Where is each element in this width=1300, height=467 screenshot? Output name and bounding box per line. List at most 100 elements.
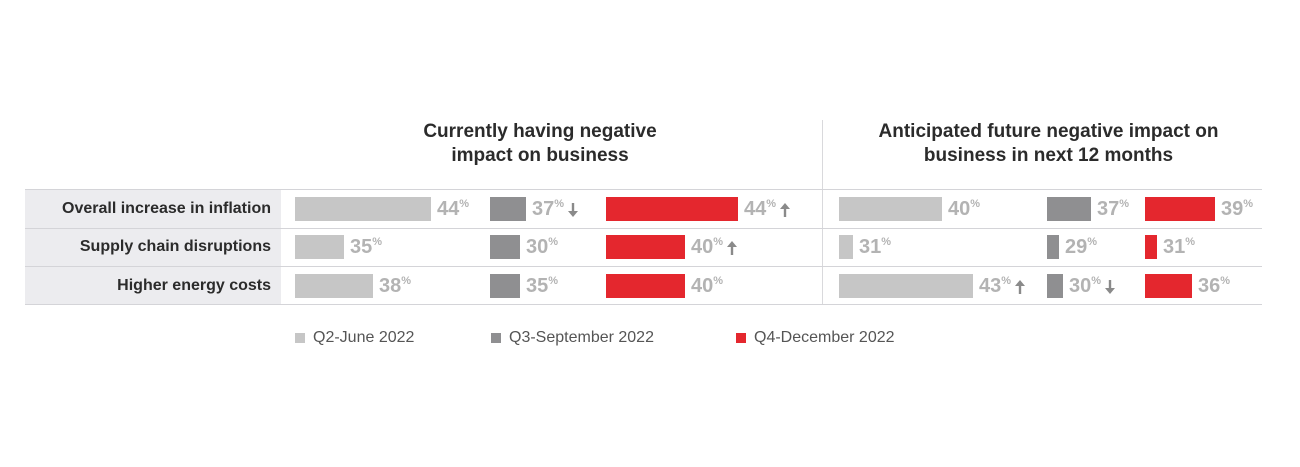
data-label-unit: % [970,198,981,210]
arrow-up-icon [1015,279,1026,294]
panel-title-current: Currently having negative impact on busi… [330,120,750,168]
arrow-down-icon [1105,279,1116,294]
bar-future-q2-row3 [839,274,973,298]
data-label-unit: % [372,236,383,248]
bar-future-q4-row3 [1145,274,1192,298]
bar-current-q4-row1 [606,197,738,221]
data-label: 39% [1221,197,1253,221]
row-label: Higher energy costs [117,277,271,294]
data-label: 40% [691,235,738,259]
data-label-unit: % [401,275,412,287]
bar-future-q2-row2 [839,235,853,259]
legend-label-q4: Q4-December 2022 [754,329,895,346]
data-label: 44% [744,197,791,221]
panel-title-current-line2: impact on business [451,145,629,166]
bar-current-q4-row3 [606,274,685,298]
bar-current-q2-row1 [295,197,431,221]
bar-future-q3-row1 [1047,197,1091,221]
data-label-value: 39 [1221,198,1244,220]
data-label-unit: % [1001,275,1012,287]
data-label-unit: % [548,236,559,248]
data-label-value: 44 [437,198,460,220]
data-label-unit: % [1185,236,1196,248]
bar-future-q4-row2 [1145,235,1157,259]
data-label-value: 30 [1069,275,1092,297]
legend-label-q2: Q2-June 2022 [313,329,415,346]
row-label-background-3 [25,267,281,304]
arrow-down-icon [568,202,579,217]
row-separator [25,228,1262,229]
data-label: 35% [526,274,558,298]
data-label-unit: % [1243,198,1254,210]
data-label-value: 31 [1163,236,1186,258]
data-label: 29% [1065,235,1097,259]
data-label: 30% [526,235,558,259]
row-label-background-2 [25,229,281,266]
data-label-value: 31 [859,236,882,258]
data-label-value: 44 [744,198,767,220]
data-label-value: 43 [979,275,1002,297]
data-label-value: 37 [532,198,555,220]
bar-future-q3-row3 [1047,274,1063,298]
row-separator [25,189,1262,190]
row-separator [25,304,1262,305]
row-label: Overall increase in inflation [62,200,271,217]
legend-swatch-q4 [736,333,746,343]
data-label-value: 35 [526,275,549,297]
data-label: 40% [948,197,980,221]
panel-title-future: Anticipated future negative impact on bu… [826,120,1271,168]
row-label: Supply chain disruptions [79,238,271,255]
data-label-value: 38 [379,275,402,297]
data-label-unit: % [766,198,777,210]
panel-title-future-line1: Anticipated future negative impact on [878,121,1219,142]
panel-divider [822,120,823,304]
data-label-unit: % [1119,198,1130,210]
data-label-value: 37 [1097,198,1120,220]
data-label: 37% [1097,197,1129,221]
data-label-unit: % [1091,275,1102,287]
data-label: 31% [1163,235,1195,259]
bar-current-q3-row2 [490,235,520,259]
bar-current-q3-row1 [490,197,526,221]
data-label-unit: % [548,275,559,287]
bar-current-q4-row2 [606,235,685,259]
data-label: 43% [979,274,1026,298]
bar-future-q2-row1 [839,197,942,221]
row-label-background-1 [25,190,281,228]
data-label-value: 40 [691,236,714,258]
data-label: 38% [379,274,411,298]
panel-title-current-line1: Currently having negative [423,121,657,142]
data-label-unit: % [713,236,724,248]
data-label: 44% [437,197,469,221]
arrow-up-icon [780,202,791,217]
data-label-unit: % [713,275,724,287]
data-label-unit: % [881,236,892,248]
row-separator [25,266,1262,267]
bar-current-q2-row3 [295,274,373,298]
data-label: 30% [1069,274,1116,298]
data-label-value: 40 [691,275,714,297]
bar-future-q3-row2 [1047,235,1059,259]
panel-title-future-line2: business in next 12 months [923,145,1174,166]
data-label-value: 29 [1065,236,1088,258]
data-label-unit: % [459,198,470,210]
data-label: 31% [859,235,891,259]
data-label: 36% [1198,274,1230,298]
data-label-unit: % [1220,275,1231,287]
data-label: 35% [350,235,382,259]
data-label-value: 36 [1198,275,1221,297]
legend-swatch-q3 [491,333,501,343]
data-label-unit: % [554,198,565,210]
data-label-value: 35 [350,236,373,258]
data-label: 37% [532,197,579,221]
data-label: 40% [691,274,723,298]
arrow-up-icon [727,240,738,255]
legend-swatch-q2 [295,333,305,343]
data-label-value: 40 [948,198,971,220]
data-label-value: 30 [526,236,549,258]
legend-label-q3: Q3-September 2022 [509,329,654,346]
bar-future-q4-row1 [1145,197,1215,221]
data-label-unit: % [1087,236,1098,248]
bar-current-q3-row3 [490,274,520,298]
